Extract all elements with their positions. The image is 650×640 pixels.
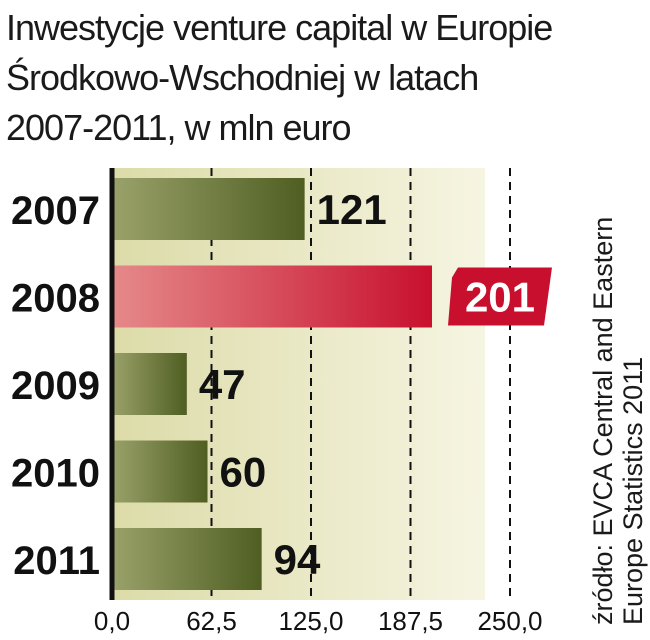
category-label: 2010 (11, 452, 100, 496)
source-note: źródło: EVCA Central and Eastern Europe … (588, 65, 648, 625)
value-label: 201 (465, 274, 535, 321)
value-label: 47 (199, 361, 246, 408)
value-badge (447, 267, 552, 326)
value-label: 121 (317, 186, 387, 233)
value-label: 60 (220, 449, 267, 496)
x-tick-label: 187,5 (378, 606, 443, 636)
x-tick-label: 62,5 (186, 606, 237, 636)
bars (112, 178, 432, 590)
labels: 2007 121 2008 201 2009 47 2010 60 2011 94 (11, 186, 552, 583)
title-line-2: Środkowo-Wschodniej w latach (6, 57, 479, 98)
x-axis-ticks: 0,0 62,5 125,0 187,5 250,0 (94, 606, 543, 636)
bar (112, 178, 305, 240)
bar (112, 353, 187, 415)
x-tick-label: 0,0 (94, 606, 130, 636)
source-line-1: źródło: EVCA Central and Eastern (588, 216, 618, 625)
bar (112, 440, 208, 503)
category-label: 2009 (11, 364, 100, 408)
title-line-1: Inwestycje venture capital w Europie (6, 7, 553, 48)
bar (112, 528, 262, 590)
category-label: 2008 (11, 277, 100, 321)
chart-title: Inwestycje venture capital w Europie Śro… (6, 3, 596, 153)
category-label: 2011 (13, 539, 100, 583)
title-line-3: 2007-2011, w mln euro (6, 107, 352, 148)
x-tick-label: 250,0 (477, 606, 542, 636)
source-line-2: Europe Statistics 2011 (618, 356, 648, 625)
x-tick-label: 125,0 (278, 606, 343, 636)
bar-highlighted (112, 265, 432, 328)
category-label: 2007 (11, 189, 100, 233)
value-label: 94 (274, 536, 321, 583)
